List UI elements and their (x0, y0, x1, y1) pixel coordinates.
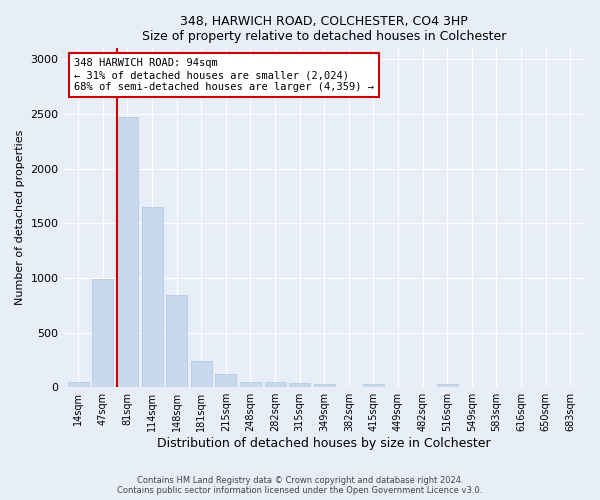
Bar (289, 383, 310, 387)
Bar (166, 296, 187, 387)
Bar (142, 207, 163, 387)
Bar (215, 374, 236, 387)
Bar (191, 361, 212, 387)
Bar (437, 384, 458, 387)
Title: 348, HARWICH ROAD, COLCHESTER, CO4 3HP
Size of property relative to detached hou: 348, HARWICH ROAD, COLCHESTER, CO4 3HP S… (142, 15, 506, 43)
Bar (92, 279, 113, 387)
Text: 348 HARWICH ROAD: 94sqm
← 31% of detached houses are smaller (2,024)
68% of semi: 348 HARWICH ROAD: 94sqm ← 31% of detache… (74, 58, 374, 92)
Bar (240, 382, 261, 387)
Text: Contains HM Land Registry data © Crown copyright and database right 2024.
Contai: Contains HM Land Registry data © Crown c… (118, 476, 482, 495)
Y-axis label: Number of detached properties: Number of detached properties (15, 130, 25, 306)
X-axis label: Distribution of detached houses by size in Colchester: Distribution of detached houses by size … (157, 437, 491, 450)
Bar (68, 382, 89, 387)
Bar (117, 117, 138, 387)
Bar (363, 384, 384, 387)
Bar (314, 384, 335, 387)
Bar (265, 382, 286, 387)
